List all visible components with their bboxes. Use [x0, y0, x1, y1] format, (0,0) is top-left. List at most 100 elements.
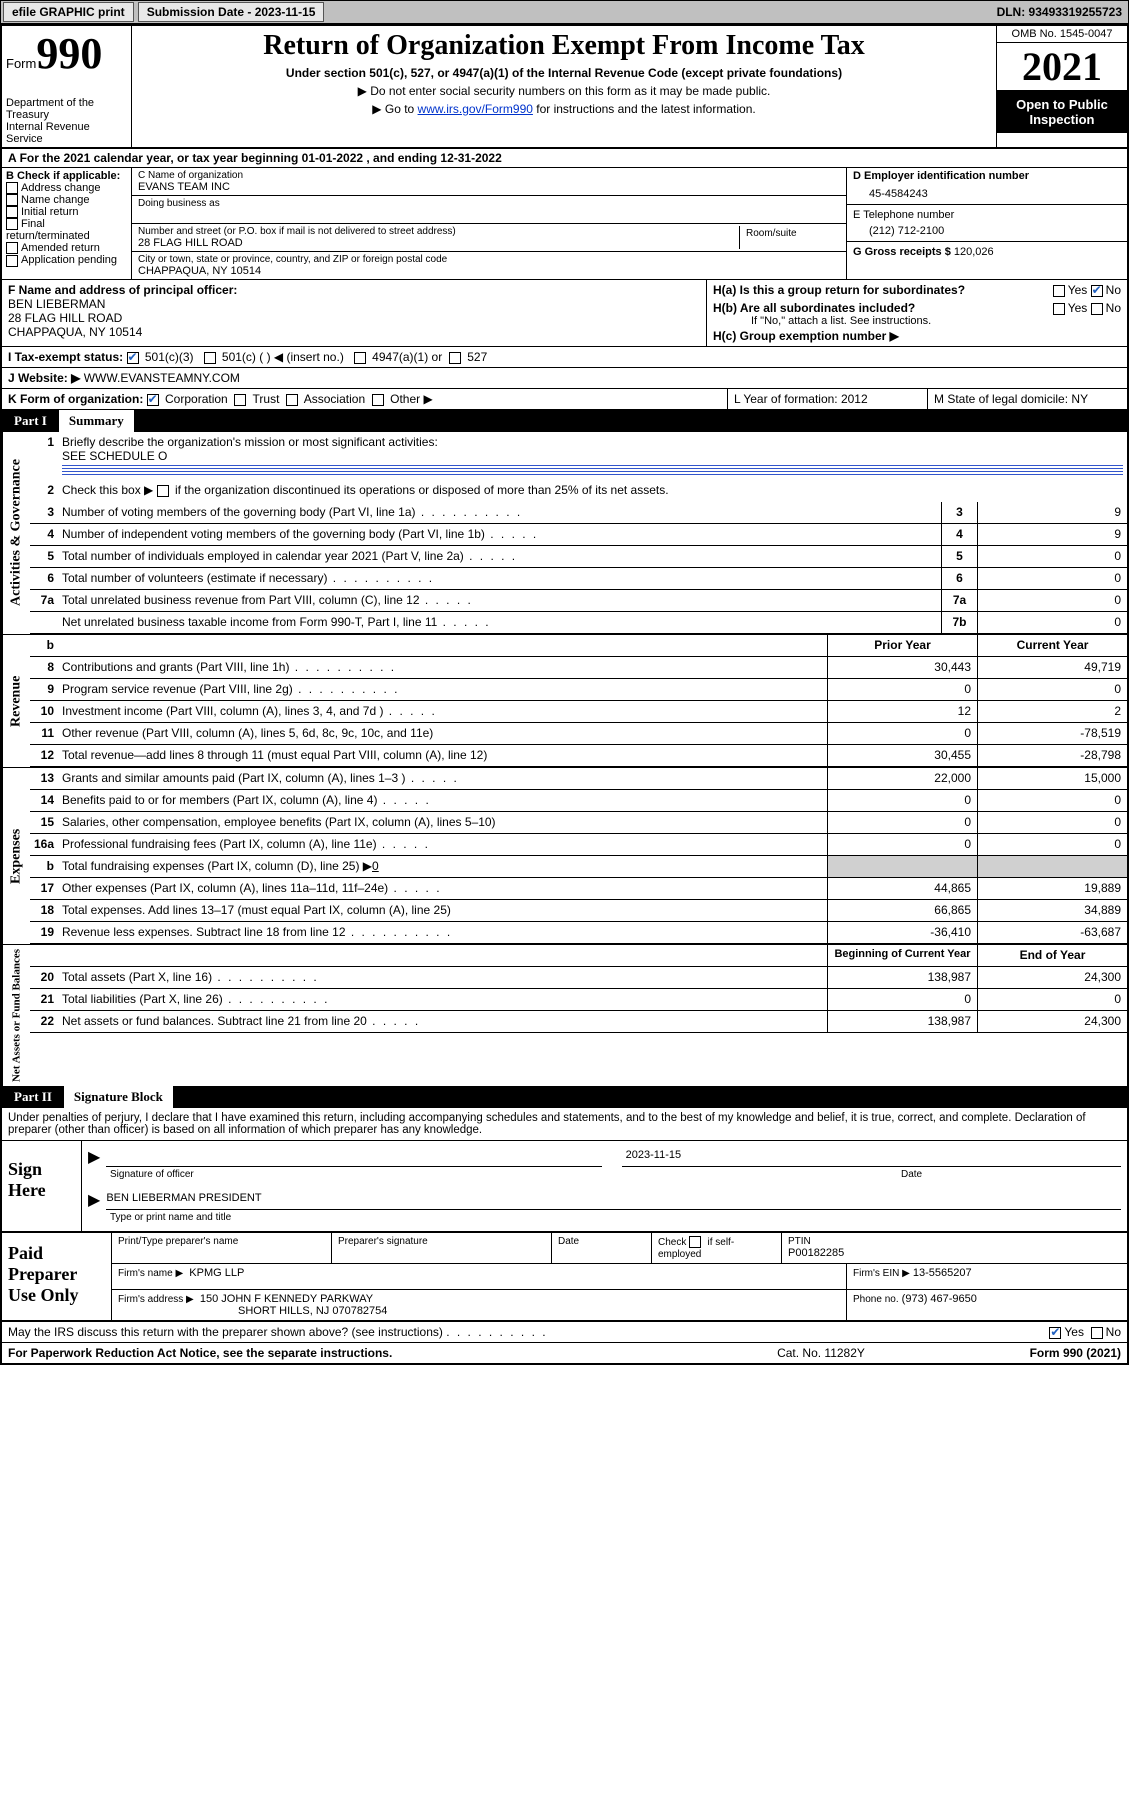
line-6-box: 6 — [941, 568, 977, 589]
chk-application-pending[interactable] — [6, 255, 18, 267]
signature-date-field[interactable]: 2023-11-15 — [622, 1149, 1121, 1167]
chk-4947[interactable] — [354, 352, 366, 364]
chk-ha-no[interactable] — [1091, 285, 1103, 297]
opt-other: Other ▶ — [390, 392, 433, 406]
chk-hb-no[interactable] — [1091, 303, 1103, 315]
chk-discuss-no[interactable] — [1091, 1327, 1103, 1339]
chk-trust[interactable] — [234, 394, 246, 406]
chk-501c3[interactable] — [127, 352, 139, 364]
line-21-cy: 0 — [977, 989, 1127, 1010]
hb-yes: Yes — [1068, 301, 1088, 315]
section-revenue: Revenue b Prior Year Current Year 8 Cont… — [2, 635, 1127, 768]
sig-date-label: Date — [901, 1169, 1121, 1180]
line-13-num: 13 — [30, 768, 58, 789]
line-4-num: 4 — [30, 524, 58, 545]
opt-association: Association — [304, 392, 365, 406]
chk-association[interactable] — [286, 394, 298, 406]
goto-post: for instructions and the latest informat… — [533, 102, 756, 116]
officer-name-title: BEN LIEBERMAN PRESIDENT — [106, 1192, 1121, 1210]
opt-501c: 501(c) ( ) ◀ (insert no.) — [222, 350, 344, 364]
line-2-desc: if the organization discontinued its ope… — [175, 483, 669, 497]
line-5-num: 5 — [30, 546, 58, 567]
line-12-num: 12 — [30, 745, 58, 766]
line-19-cy: -63,687 — [977, 922, 1127, 943]
paperwork-notice: For Paperwork Reduction Act Notice, see … — [8, 1346, 721, 1360]
line-3-box: 3 — [941, 502, 977, 523]
line-15-py: 0 — [827, 812, 977, 833]
form-header: Form990 Department of the Treasury Inter… — [2, 26, 1127, 149]
line-4-val: 9 — [977, 524, 1127, 545]
chk-hb-yes[interactable] — [1053, 303, 1065, 315]
line-8-desc: Contributions and grants (Part VIII, lin… — [58, 657, 827, 678]
line-22-desc: Net assets or fund balances. Subtract li… — [58, 1011, 827, 1032]
line-16a-cy: 0 — [977, 834, 1127, 855]
chk-amended-return[interactable] — [6, 242, 18, 254]
box-b: B Check if applicable: Address change Na… — [2, 168, 132, 279]
line-8-py: 30,443 — [827, 657, 977, 678]
row-k-l-m: K Form of organization: Corporation Trus… — [2, 389, 1127, 410]
discuss-row: May the IRS discuss this return with the… — [2, 1322, 1127, 1343]
line-9-num: 9 — [30, 679, 58, 700]
line-14-cy: 0 — [977, 790, 1127, 811]
chk-line-2[interactable] — [157, 485, 169, 497]
chk-ha-yes[interactable] — [1053, 285, 1065, 297]
chk-527[interactable] — [449, 352, 461, 364]
year-formation: L Year of formation: 2012 — [727, 389, 927, 409]
line-9-desc: Program service revenue (Part VIII, line… — [58, 679, 827, 700]
line-12-desc: Total revenue—add lines 8 through 11 (mu… — [58, 745, 827, 766]
line-17-py: 44,865 — [827, 878, 977, 899]
website-value: WWW.EVANSTEAMNY.COM — [84, 371, 240, 385]
line-14-desc: Benefits paid to or for members (Part IX… — [58, 790, 827, 811]
line-15-desc: Salaries, other compensation, employee b… — [58, 812, 827, 833]
chk-name-change[interactable] — [6, 194, 18, 206]
opt-amended-return: Amended return — [21, 242, 100, 254]
chk-other[interactable] — [372, 394, 384, 406]
goto-note: ▶ Go to www.irs.gov/Form990 for instruct… — [138, 102, 990, 116]
chk-501c[interactable] — [204, 352, 216, 364]
line-7a-desc: Total unrelated business revenue from Pa… — [58, 590, 941, 611]
ein-value: 45-4584243 — [853, 182, 1121, 200]
vtab-net-assets: Net Assets or Fund Balances — [2, 945, 30, 1086]
chk-initial-return[interactable] — [6, 206, 18, 218]
section-net-assets: Net Assets or Fund Balances Beginning of… — [2, 945, 1127, 1086]
line-12-py: 30,455 — [827, 745, 977, 766]
firm-phone-label: Phone no. — [853, 1294, 899, 1305]
room-suite-label: Room/suite — [740, 226, 840, 249]
line-15-cy: 0 — [977, 812, 1127, 833]
line-6-val: 0 — [977, 568, 1127, 589]
line-7b-num — [30, 612, 58, 633]
gross-receipts-value: 120,026 — [954, 246, 994, 258]
chk-self-employed[interactable] — [689, 1236, 701, 1248]
part-2-title: Signature Block — [64, 1086, 173, 1108]
chk-address-change[interactable] — [6, 182, 18, 194]
paid-preparer-block: Paid Preparer Use Only Print/Type prepar… — [2, 1233, 1127, 1322]
line-9-cy: 0 — [977, 679, 1127, 700]
hdr-beginning-year: Beginning of Current Year — [827, 945, 977, 966]
chk-final-return[interactable] — [6, 218, 18, 230]
line-20-num: 20 — [30, 967, 58, 988]
line-5-box: 5 — [941, 546, 977, 567]
omb-number: OMB No. 1545-0047 — [997, 26, 1127, 43]
form-subtitle: Under section 501(c), 527, or 4947(a)(1)… — [138, 66, 990, 80]
irs-form990-link[interactable]: www.irs.gov/Form990 — [418, 102, 533, 116]
opt-name-change: Name change — [21, 194, 90, 206]
line-4-box: 4 — [941, 524, 977, 545]
ssn-note: ▶ Do not enter social security numbers o… — [138, 84, 990, 98]
officer-signature-field[interactable] — [106, 1149, 601, 1167]
sign-here-label: Sign Here — [2, 1141, 82, 1231]
box-b-label: B Check if applicable: — [6, 170, 127, 182]
line-3-num: 3 — [30, 502, 58, 523]
line-7b-box: 7b — [941, 612, 977, 633]
line-21-desc: Total liabilities (Part X, line 26) — [58, 989, 827, 1010]
line-10-cy: 2 — [977, 701, 1127, 722]
part-1-title: Summary — [59, 410, 134, 432]
line-2-num: 2 — [30, 480, 58, 502]
form-number: 990 — [36, 29, 102, 78]
efile-graphic-print-button[interactable]: efile GRAPHIC print — [3, 2, 134, 22]
submission-date-button[interactable]: Submission Date - 2023-11-15 — [138, 2, 325, 22]
chk-discuss-yes[interactable] — [1049, 1327, 1061, 1339]
tax-year: 2021 — [997, 43, 1127, 91]
line-13-desc: Grants and similar amounts paid (Part IX… — [58, 768, 827, 789]
chk-corporation[interactable] — [147, 394, 159, 406]
line-14-num: 14 — [30, 790, 58, 811]
